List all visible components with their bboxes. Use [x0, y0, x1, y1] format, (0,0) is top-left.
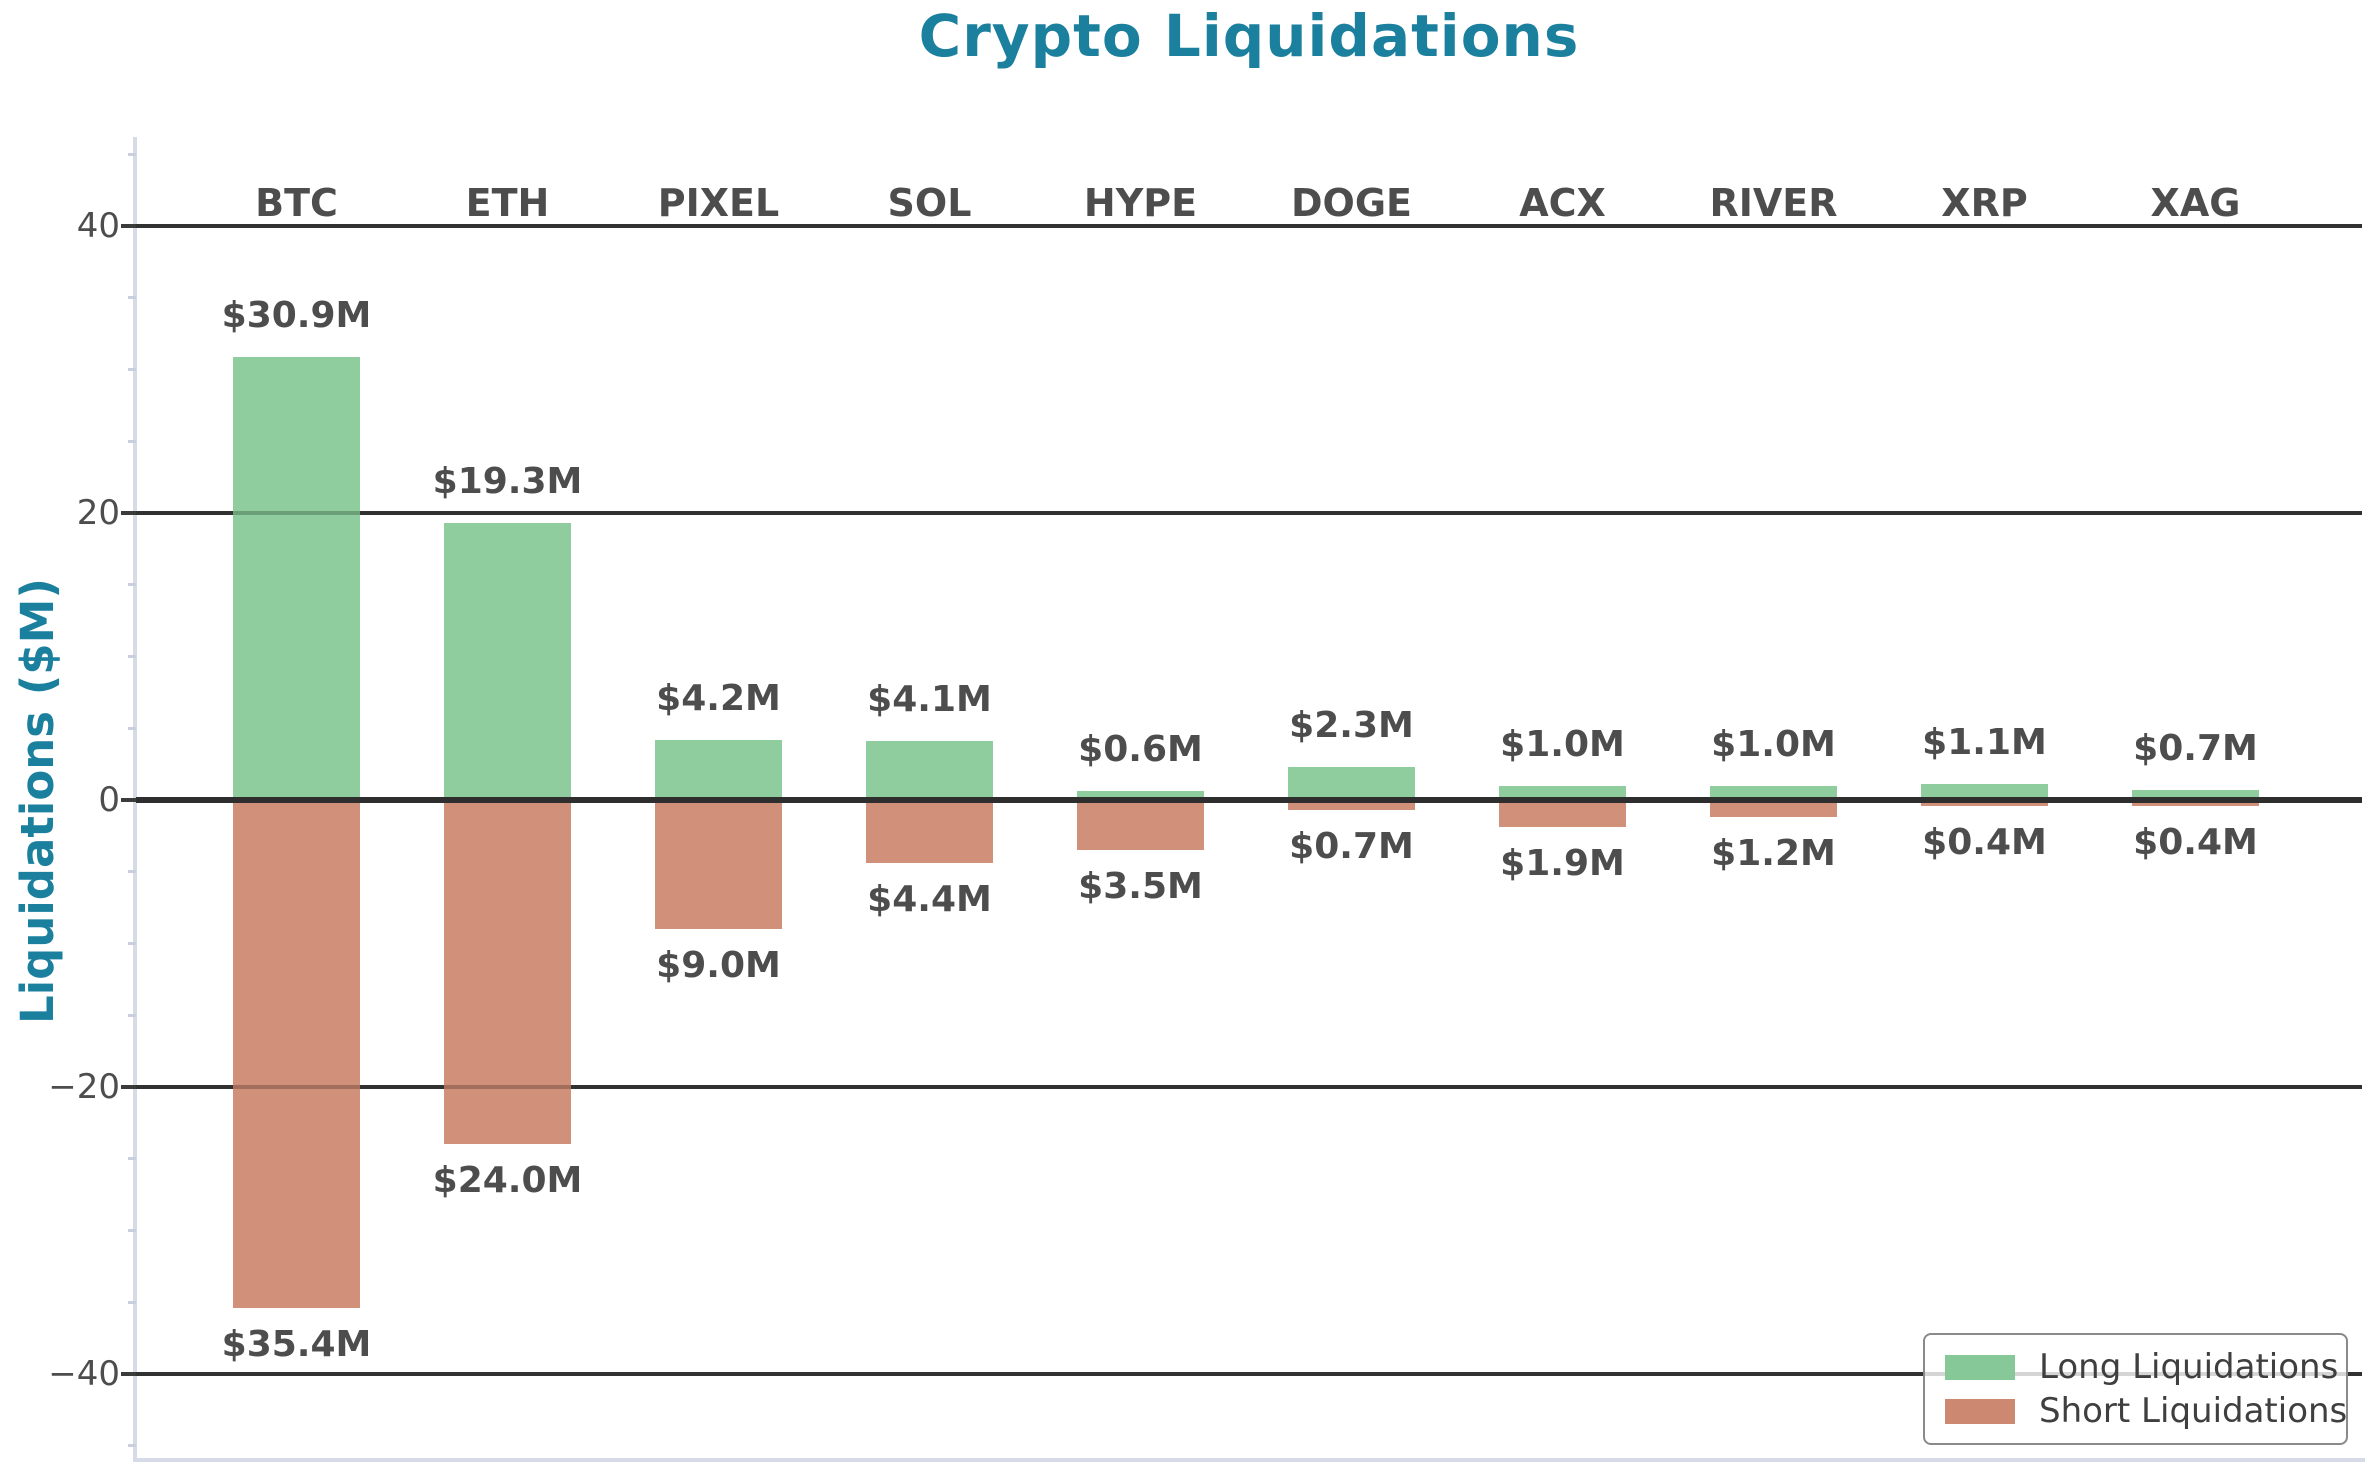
bar-long-SOL: [866, 741, 993, 800]
legend-swatch-short: [1945, 1398, 2015, 1424]
category-label-XRP: XRP: [1941, 181, 2028, 225]
y-minor-tick: [128, 942, 136, 945]
bar-value-short-XAG: $0.4M: [2133, 821, 2258, 863]
bar-value-short-BTC: $35.4M: [221, 1323, 372, 1365]
bar-value-long-ACX: $1.0M: [1500, 723, 1625, 765]
bar-value-long-XAG: $0.7M: [2133, 727, 2258, 769]
bar-value-long-XRP: $1.1M: [1922, 722, 2047, 764]
bar-long-ACX: [1499, 785, 1626, 800]
y-minor-tick: [128, 583, 136, 587]
grid-line-overlay-−40: [136, 1372, 2362, 1376]
legend-label: Long Liquidations: [2039, 1347, 2339, 1387]
bar-short-ACX: [1499, 800, 1626, 828]
y-minor-tick: [128, 1444, 136, 1448]
grid-line-overlay-20: [136, 511, 2362, 515]
y-tick-label-−40: −40: [48, 1354, 120, 1394]
zero-line: [136, 797, 2362, 803]
chart-title: Crypto Liquidations: [918, 2, 1580, 70]
bar-short-DOGE: [1288, 800, 1415, 811]
bar-short-ETH: [444, 800, 571, 1145]
bar-short-PIXEL: [655, 800, 782, 930]
legend-label: Short Liquidations: [2039, 1391, 2348, 1431]
legend: Long Liquidations Short Liquidations: [1923, 1333, 2348, 1445]
bar-long-DOGE: [1288, 766, 1415, 800]
legend-item-short-liquidations: Short Liquidations: [1945, 1391, 2347, 1431]
category-label-SOL: SOL: [887, 181, 972, 225]
y-minor-tick: [128, 152, 136, 156]
y-minor-tick: [128, 1300, 136, 1304]
bar-long-RIVER: [1710, 785, 1837, 800]
y-major-tick-−40: [121, 1372, 136, 1376]
y-minor-tick: [128, 1229, 136, 1232]
bar-short-RIVER: [1710, 800, 1837, 818]
bar-value-short-XRP: $0.4M: [1922, 821, 2047, 863]
bar-short-HYPE: [1077, 800, 1204, 851]
bar-value-long-PIXEL: $4.2M: [656, 677, 781, 719]
bar-value-long-SOL: $4.1M: [867, 679, 992, 721]
category-label-DOGE: DOGE: [1291, 181, 1412, 225]
bar-long-XRP: [1921, 784, 2048, 800]
bar-short-SOL: [866, 800, 993, 864]
bar-value-long-DOGE: $2.3M: [1289, 704, 1414, 746]
bar-long-PIXEL: [655, 739, 782, 800]
y-minor-tick: [128, 439, 136, 443]
bar-long-HYPE: [1077, 791, 1204, 800]
y-tick-label-20: 20: [76, 493, 120, 533]
y-major-tick-20: [121, 511, 136, 515]
category-label-PIXEL: PIXEL: [657, 181, 780, 225]
category-label-RIVER: RIVER: [1709, 181, 1838, 225]
y-major-tick-40: [121, 224, 136, 228]
grid-line-40: [136, 224, 2362, 228]
y-major-tick-−20: [121, 1085, 136, 1089]
y-tick-label-−20: −20: [48, 1067, 120, 1107]
bar-value-short-SOL: $4.4M: [867, 879, 992, 921]
category-label-XAG: XAG: [2150, 181, 2241, 225]
bar-long-BTC: [233, 356, 360, 800]
y-tick-label-0: 0: [98, 780, 120, 820]
grid-line-20: [136, 511, 2362, 515]
bar-value-short-RIVER: $1.2M: [1711, 833, 1836, 875]
x-axis-spine: [133, 1458, 2365, 1462]
bar-value-short-HYPE: $3.5M: [1078, 866, 1203, 908]
bar-value-long-HYPE: $0.6M: [1078, 729, 1203, 771]
category-label-ETH: ETH: [465, 181, 550, 225]
bar-value-short-DOGE: $0.7M: [1289, 826, 1414, 868]
bar-value-short-ETH: $24.0M: [432, 1160, 583, 1202]
bar-short-BTC: [233, 800, 360, 1308]
y-minor-tick: [128, 1157, 136, 1161]
y-minor-tick: [128, 870, 136, 874]
category-label-ACX: ACX: [1519, 181, 1606, 225]
category-label-HYPE: HYPE: [1083, 181, 1198, 225]
bar-value-short-PIXEL: $9.0M: [656, 945, 781, 987]
y-minor-tick: [128, 368, 136, 371]
y-minor-tick: [128, 726, 136, 730]
category-label-BTC: BTC: [255, 181, 338, 225]
y-minor-tick: [128, 1013, 136, 1017]
y-major-tick-0: [121, 798, 136, 802]
grid-line-−40: [136, 1372, 2362, 1376]
grid-line-overlay-40: [136, 224, 2362, 228]
legend-swatch-long: [1945, 1354, 2015, 1380]
y-minor-tick: [128, 296, 136, 300]
bar-long-XAG: [2132, 789, 2259, 800]
grid-line-overlay-−20: [136, 1085, 2362, 1089]
bar-value-long-RIVER: $1.0M: [1711, 723, 1836, 765]
bar-long-ETH: [444, 523, 571, 800]
y-tick-label-40: 40: [76, 206, 120, 246]
bar-value-short-ACX: $1.9M: [1500, 843, 1625, 885]
legend-item-long-liquidations: Long Liquidations: [1945, 1347, 2338, 1387]
bar-value-long-ETH: $19.3M: [432, 461, 583, 503]
y-minor-tick: [128, 655, 136, 658]
grid-line-−20: [136, 1085, 2362, 1089]
bar-value-long-BTC: $30.9M: [221, 294, 372, 336]
